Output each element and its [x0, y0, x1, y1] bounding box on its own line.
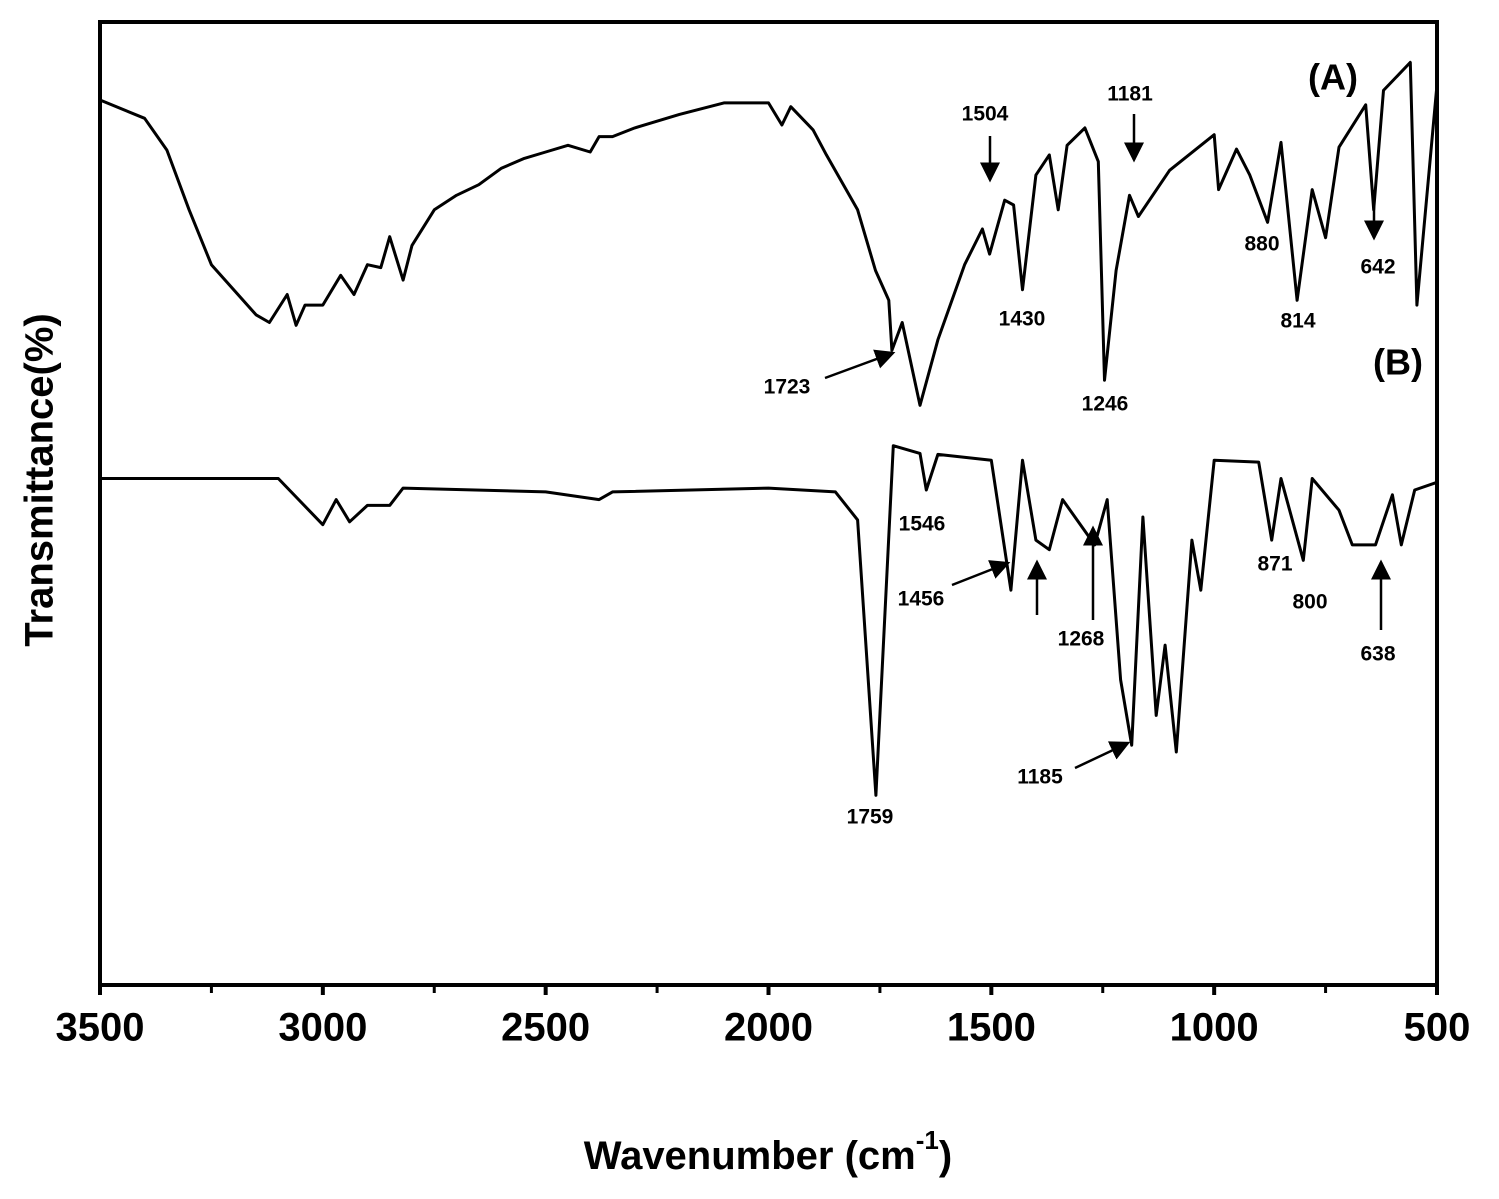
peak-label: 871	[1257, 553, 1292, 576]
peak-label: 1546	[899, 513, 946, 536]
x-tick-label: 1500	[947, 1006, 1036, 1050]
peak-label: 1185	[1017, 766, 1063, 789]
peak-label: 1759	[847, 806, 894, 829]
spectrum-line	[100, 444, 1438, 797]
peak-label: 1456	[898, 588, 945, 611]
peak-label: 1504	[962, 103, 1009, 126]
peak-label: 1430	[999, 308, 1046, 331]
peak-label: 1181	[1107, 83, 1153, 106]
peak-label: 638	[1360, 643, 1395, 666]
x-axis-label: Wavenumber (cm-1)	[584, 1125, 952, 1178]
peak-label: 1268	[1058, 628, 1105, 651]
arrows	[824, 114, 1391, 770]
series-label: (B)	[1373, 342, 1423, 383]
peak-label: 1723	[764, 376, 811, 399]
peak-label: 1246	[1082, 393, 1129, 416]
peak-label: 880	[1244, 233, 1279, 256]
peak-label: 800	[1292, 591, 1327, 614]
arrow	[951, 560, 1011, 587]
x-tick-label: 2500	[501, 1006, 590, 1050]
arrow	[1074, 741, 1131, 770]
arrow	[824, 349, 896, 380]
spectrum-line	[99, 60, 1439, 407]
y-axis-label: Transmittance(%)	[18, 313, 62, 646]
x-tick-label: 2000	[724, 1006, 813, 1050]
peak-label: 814	[1280, 310, 1315, 333]
x-tick-label: 1000	[1170, 1006, 1259, 1050]
x-tick-label: 3000	[278, 1006, 367, 1050]
peak-label: 642	[1360, 256, 1395, 279]
x-tick-label: 3500	[56, 1006, 145, 1050]
series-label: (A)	[1308, 57, 1358, 98]
x-tick-label: 500	[1404, 1006, 1471, 1050]
